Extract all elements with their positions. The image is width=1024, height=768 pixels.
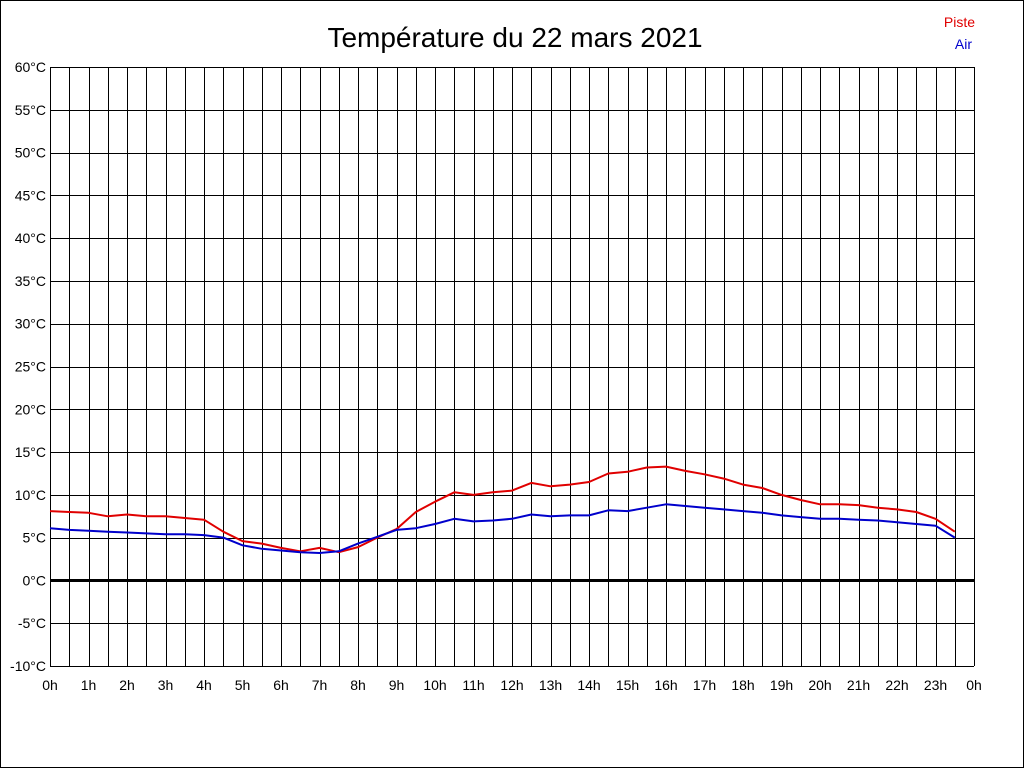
x-tick-label: 10h — [423, 677, 446, 693]
y-tick-label: 20°C — [15, 401, 46, 417]
y-tick-label: 30°C — [15, 316, 46, 332]
x-tick-label: 13h — [539, 677, 562, 693]
y-tick-label: 0°C — [23, 572, 47, 588]
x-tick-label: 19h — [770, 677, 793, 693]
x-tick-label: 9h — [389, 677, 405, 693]
x-tick-label: 2h — [119, 677, 135, 693]
y-tick-label: 25°C — [15, 359, 46, 375]
x-tick-label: 8h — [350, 677, 366, 693]
x-tick-label: 23h — [924, 677, 947, 693]
y-tick-label: 40°C — [15, 230, 46, 246]
legend-piste: Piste — [944, 14, 975, 30]
x-tick-label: 0h — [42, 677, 58, 693]
x-tick-label: 21h — [847, 677, 870, 693]
x-tick-label: 14h — [577, 677, 600, 693]
x-tick-label: 16h — [654, 677, 677, 693]
y-tick-label: -10°C — [10, 658, 46, 674]
y-tick-label: 60°C — [15, 59, 46, 75]
y-tick-label: 50°C — [15, 145, 46, 161]
series-layer — [49, 465, 956, 554]
x-tick-label: 20h — [808, 677, 831, 693]
axis-layer: -10°C -5°C 0°C 5°C 10°C 15°C 20°C 25°C 30°C 35°C 4… — [10, 59, 982, 693]
y-tick-label: 10°C — [15, 487, 46, 503]
x-tick-label: 11h — [462, 677, 484, 693]
y-tick-label: 15°C — [15, 444, 46, 460]
series-line-air — [49, 503, 956, 554]
x-tick-label: 22h — [885, 677, 908, 693]
y-tick-label: 35°C — [15, 273, 46, 289]
x-tick-label: 12h — [500, 677, 523, 693]
y-tick-label: -5°C — [18, 615, 46, 631]
series-line-piste — [49, 465, 956, 554]
x-tick-label: 3h — [158, 677, 174, 693]
x-tick-label: 18h — [731, 677, 754, 693]
y-tick-label: 45°C — [15, 187, 46, 203]
x-tick-label: 17h — [693, 677, 716, 693]
chart-title: Température du 22 mars 2021 — [327, 22, 702, 53]
x-tick-label: 15h — [616, 677, 639, 693]
y-tick-label: 55°C — [15, 102, 46, 118]
grid-layer — [50, 67, 975, 667]
x-tick-label: 7h — [312, 677, 328, 693]
legend-air: Air — [955, 36, 972, 52]
x-tick-label: 5h — [235, 677, 251, 693]
y-tick-label: 5°C — [23, 530, 47, 546]
x-tick-label: 1h — [81, 677, 97, 693]
x-tick-label: 0h — [966, 677, 982, 693]
x-tick-label: 6h — [273, 677, 289, 693]
x-tick-label: 4h — [196, 677, 212, 693]
